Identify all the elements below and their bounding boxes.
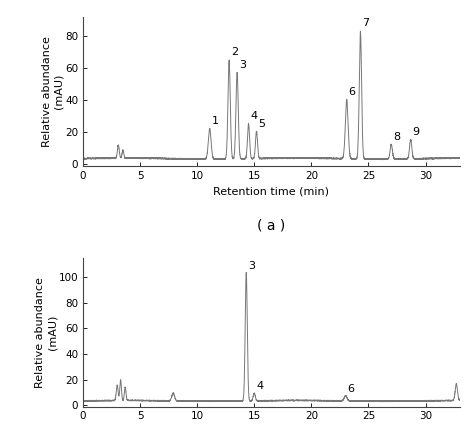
Y-axis label: Relative abundance
(mAU): Relative abundance (mAU) <box>36 277 57 388</box>
Text: 6: 6 <box>347 384 354 394</box>
X-axis label: Retention time (min): Retention time (min) <box>213 186 329 196</box>
Text: 2: 2 <box>231 47 238 57</box>
Text: 4: 4 <box>250 111 257 121</box>
Text: 3: 3 <box>248 261 255 271</box>
Text: 3: 3 <box>239 60 246 70</box>
Y-axis label: Relative abundance
(mAU): Relative abundance (mAU) <box>42 36 64 147</box>
Text: ( a ): ( a ) <box>257 218 285 232</box>
Text: 1: 1 <box>211 116 219 126</box>
Text: 6: 6 <box>348 87 356 97</box>
Text: 7: 7 <box>362 18 369 28</box>
X-axis label: Retention time (min): Retention time (min) <box>213 427 329 428</box>
Text: 9: 9 <box>412 127 419 137</box>
Text: 4: 4 <box>256 381 263 391</box>
Text: 5: 5 <box>258 119 265 129</box>
Text: 8: 8 <box>393 132 400 142</box>
